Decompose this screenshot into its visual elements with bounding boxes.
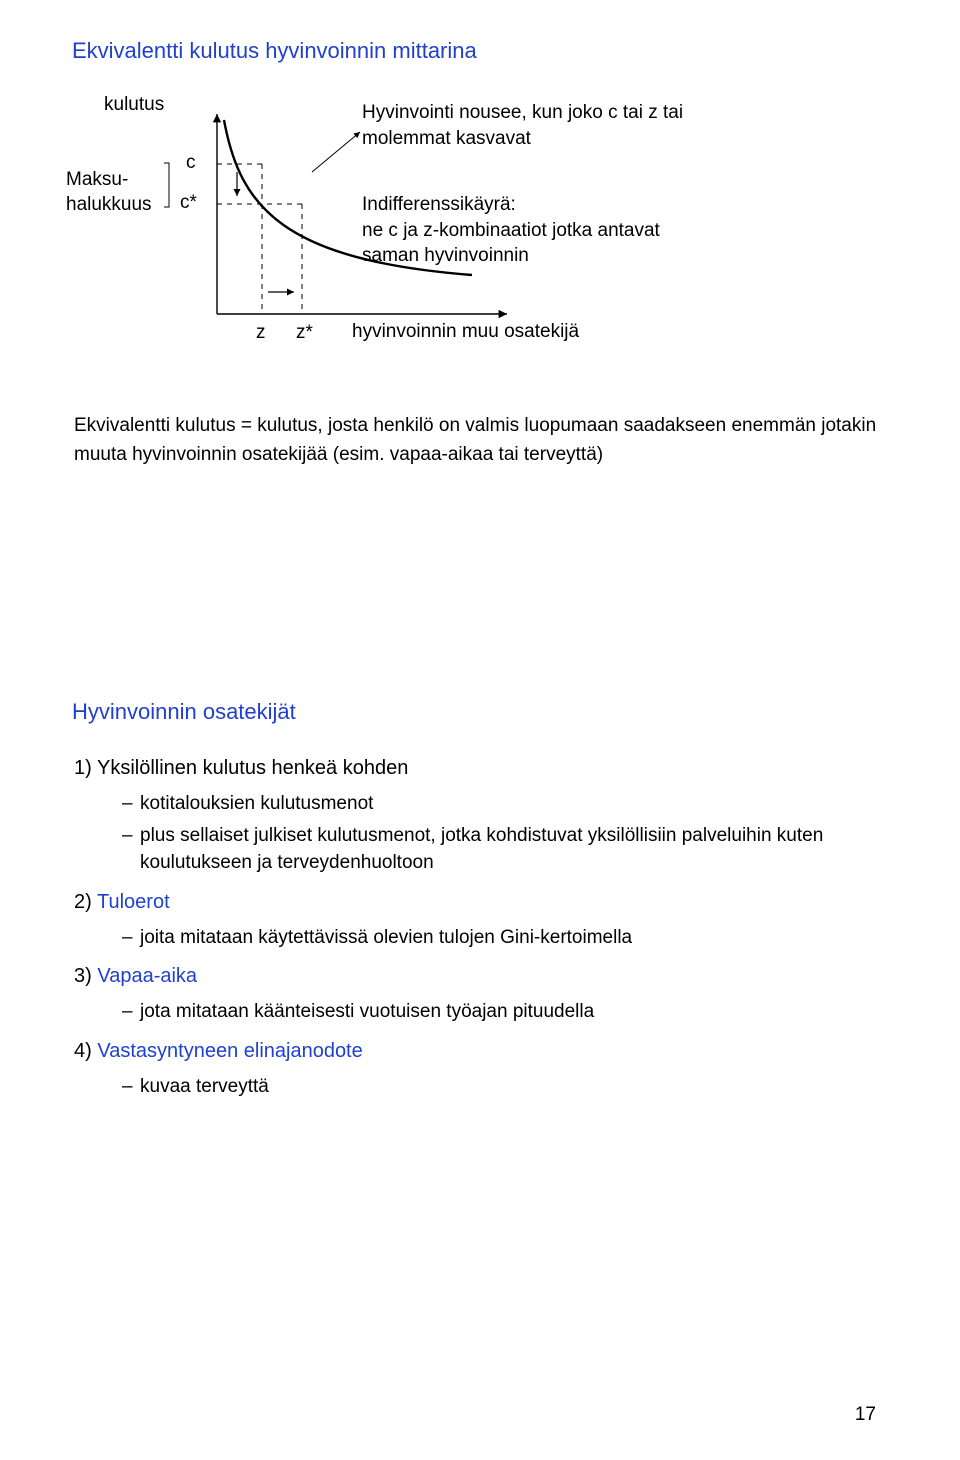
sub-item: kuvaa terveyttä (122, 1073, 888, 1101)
item-label: Tuloerot (97, 891, 170, 913)
indifference-chart: kulutus Maksu- halukkuus c c* z z* hyvin… (72, 92, 888, 402)
item-num: 3) (74, 965, 92, 987)
section2-title: Hyvinvoinnin osatekijät (72, 699, 888, 725)
list-item-2: 2) Tuloerot joita mitataan käytettävissä… (74, 887, 888, 952)
definition-text: Ekvivalentti kulutus = kulutus, josta he… (72, 412, 888, 469)
sub-item: joita mitataan käytettävissä olevien tul… (122, 924, 888, 952)
sub-item: kotitalouksien kulutusmenot (122, 790, 888, 818)
chart-svg (72, 92, 772, 372)
sub-item: plus sellaiset julkiset kulutusmenot, jo… (122, 822, 888, 877)
item-label: Yksilöllinen kulutus henkeä kohden (97, 757, 408, 779)
list-item-4: 4) Vastasyntyneen elinajanodote kuvaa te… (74, 1036, 888, 1101)
item-label: Vastasyntyneen elinajanodote (97, 1040, 362, 1062)
item-num: 1) (74, 757, 92, 779)
section1-title: Ekvivalentti kulutus hyvinvoinnin mittar… (72, 38, 888, 64)
item-label: Vapaa-aika (97, 965, 197, 987)
list-item-3: 3) Vapaa-aika jota mitataan käänteisesti… (74, 961, 888, 1026)
osatekijat-list: 1) Yksilöllinen kulutus henkeä kohden ko… (72, 753, 888, 1100)
item-num: 4) (74, 1040, 92, 1062)
item-num: 2) (74, 891, 92, 913)
list-item-1: 1) Yksilöllinen kulutus henkeä kohden ko… (74, 753, 888, 877)
sub-item: jota mitataan käänteisesti vuotuisen työ… (122, 998, 888, 1026)
page-number: 17 (855, 1404, 876, 1426)
